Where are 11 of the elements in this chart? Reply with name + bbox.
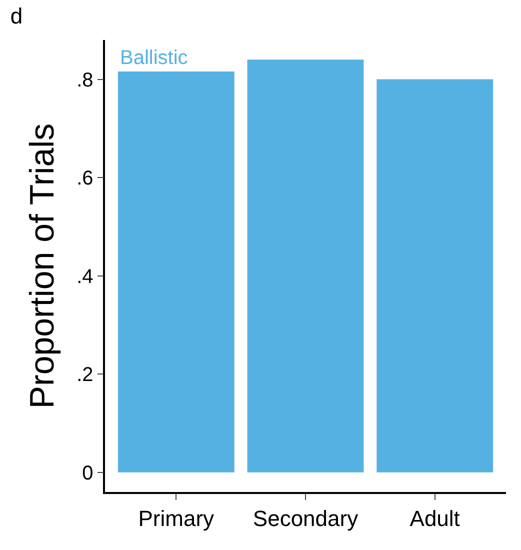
x-tick-label: Adult [410, 506, 460, 532]
y-axis-title: Proportion of Trials [24, 123, 62, 409]
y-tick-label: .8 [76, 69, 94, 92]
x-tick-label: Primary [138, 506, 214, 532]
y-tick-label: .4 [76, 266, 94, 288]
series-label: Ballistic [120, 47, 188, 69]
y-tick-label: 0 [82, 462, 94, 484]
y-tick-label: .6 [76, 168, 94, 190]
x-tick-label: Secondary [252, 506, 358, 532]
chart-title: d [10, 4, 23, 29]
y-tick-label: .2 [76, 364, 94, 386]
